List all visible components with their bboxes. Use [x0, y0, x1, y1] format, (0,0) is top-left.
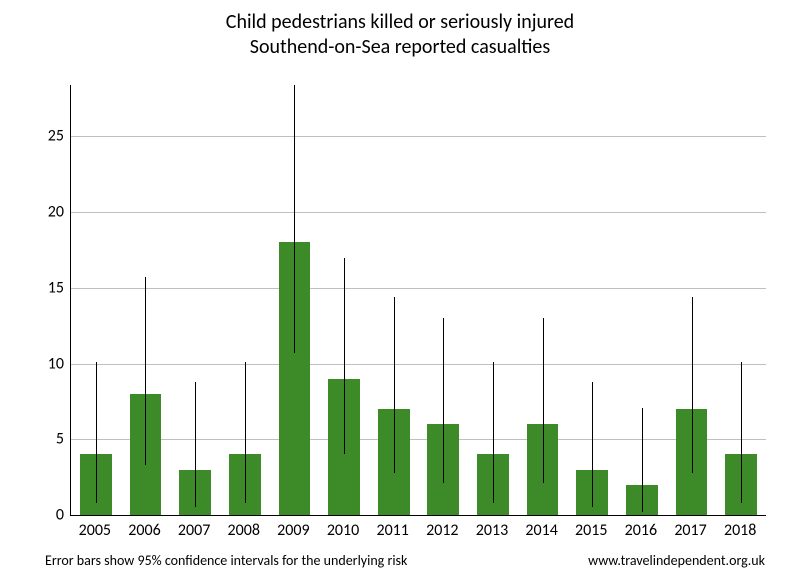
gridline [71, 288, 766, 289]
chart-container: Child pedestrians killed or seriously in… [0, 0, 800, 580]
error-bar [344, 258, 345, 455]
x-tick-label: 2015 [575, 521, 607, 540]
x-tick-label: 2009 [277, 521, 309, 540]
x-tick-label: 2011 [376, 521, 408, 540]
x-tick-label: 2017 [674, 521, 706, 540]
y-tick-label: 15 [40, 278, 64, 297]
y-tick-label: 10 [40, 354, 64, 373]
x-tick-label: 2007 [178, 521, 210, 540]
gridline [71, 212, 766, 213]
error-bar [493, 362, 494, 503]
error-bar [741, 362, 742, 503]
error-bar [692, 297, 693, 473]
footer-note-left: Error bars show 95% confidence intervals… [45, 552, 407, 569]
gridline [71, 364, 766, 365]
gridline [71, 439, 766, 440]
x-tick-label: 2005 [79, 521, 111, 540]
error-bar [245, 362, 246, 503]
error-bar [294, 85, 295, 353]
error-bar [394, 297, 395, 473]
y-tick-label: 5 [40, 430, 64, 449]
error-bar [145, 277, 146, 465]
x-tick-label: 2013 [476, 521, 508, 540]
x-tick-label: 2008 [228, 521, 260, 540]
x-tick-label: 2014 [525, 521, 557, 540]
error-bar [592, 382, 593, 508]
y-tick-label: 0 [40, 506, 64, 525]
x-tick-label: 2010 [327, 521, 359, 540]
y-tick-label: 25 [40, 127, 64, 146]
chart-title-line2: Southend-on-Sea reported casualties [0, 35, 800, 60]
error-bar [195, 382, 196, 508]
error-bar [96, 362, 97, 503]
x-tick-label: 2016 [625, 521, 657, 540]
y-tick-label: 20 [40, 203, 64, 222]
chart-title: Child pedestrians killed or seriously in… [0, 10, 800, 60]
x-tick-label: 2012 [426, 521, 458, 540]
plot-area [70, 85, 766, 516]
x-tick-label: 2006 [128, 521, 160, 540]
error-bar [543, 318, 544, 483]
x-tick-label: 2018 [724, 521, 756, 540]
error-bar [642, 408, 643, 512]
gridline [71, 136, 766, 137]
error-bar [443, 318, 444, 483]
footer-note-right: www.travelindependent.org.uk [588, 552, 765, 569]
chart-title-line1: Child pedestrians killed or seriously in… [0, 10, 800, 35]
